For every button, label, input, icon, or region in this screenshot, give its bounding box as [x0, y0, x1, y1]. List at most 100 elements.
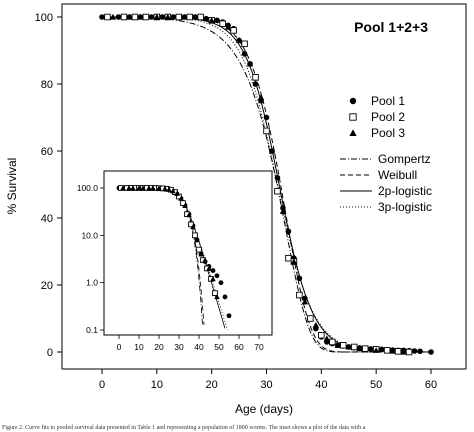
main-axes: 010203040506070020406080100: [35, 12, 437, 391]
data-point-pool-3: [372, 347, 380, 353]
inset-y-tick-label: 100.0: [77, 183, 99, 193]
data-point-pool-1: [214, 17, 220, 24]
data-point-pool-1: [285, 228, 292, 235]
inset-point-pool-3: [174, 190, 180, 196]
inset-x-tick-label: 50: [214, 342, 224, 352]
data-point-pool-1: [115, 14, 122, 20]
data-point-pool-2: [197, 13, 204, 21]
data-point-pool-1: [170, 14, 177, 20]
data-point-pool-3: [323, 335, 331, 342]
data-point-pool-1: [252, 81, 259, 87]
inset-point-pool-1: [214, 273, 220, 279]
data-point-pool-3: [126, 13, 133, 20]
inset-point-pool-3: [186, 212, 192, 218]
data-point-pool-1: [411, 348, 418, 354]
data-point-pool-2: [241, 40, 248, 48]
data-point-pool-1: [148, 14, 155, 20]
legend-label: 3p-logistic: [378, 200, 432, 214]
data-point-pool-1: [302, 295, 308, 302]
inset-point-pool-1: [222, 294, 228, 300]
chart-title: Pool 1+2+3: [354, 19, 428, 35]
data-point-pool-1: [241, 51, 248, 57]
data-point-pool-2: [252, 74, 259, 81]
legend-label: Pool 1: [371, 94, 405, 108]
data-point-pool-1: [428, 349, 434, 355]
data-point-pool-2: [142, 13, 150, 21]
inset-x-tick-label: 70: [254, 342, 264, 352]
y-tick-label: 0: [47, 347, 53, 359]
x-tick-label: 10: [151, 379, 163, 391]
inset-x-tick-label: 10: [134, 342, 144, 352]
inset-point-pool-2: [196, 246, 202, 253]
data-point-pool-2: [285, 254, 292, 262]
inset-point-pool-2: [212, 290, 218, 297]
inset-x-tick-label: 30: [174, 342, 184, 352]
inset-point-pool-3: [194, 237, 200, 243]
data-point-pool-2: [120, 13, 128, 21]
data-point-pool-2: [307, 315, 314, 322]
inset-point-pool-3: [198, 251, 204, 257]
legend: Pool 1 Pool 2 Pool 3 Gompertz Weibull 2p-logi…: [340, 94, 432, 214]
figure-caption: Figure 2. Curve fits to pooled survival …: [2, 425, 366, 431]
legend-label: Gompertz: [378, 152, 431, 166]
x-tick-label: 0: [99, 379, 105, 391]
inset-point-pool-2: [188, 221, 194, 228]
inset-x-tick-label: 20: [154, 342, 164, 352]
y-tick-label: 100: [35, 12, 53, 24]
data-point-pool-2: [131, 13, 139, 21]
x-tick-label: 20: [206, 379, 218, 391]
data-point-pool-3: [345, 343, 352, 350]
inset-point-pool-3: [120, 185, 126, 191]
inset-point-pool-3: [214, 294, 220, 300]
x-tick-label: 40: [315, 379, 327, 391]
data-point-pool-2: [230, 27, 237, 34]
x-tick-label: 60: [425, 379, 437, 391]
data-point-pool-1: [159, 14, 166, 20]
inset-point-pool-3: [166, 186, 172, 192]
data-point-pool-3: [164, 13, 172, 20]
legend-label: 2p-logistic: [378, 184, 432, 198]
inset-x-tick-label: 60: [234, 342, 244, 352]
data-point-pool-1: [203, 15, 209, 22]
data-point-pool-3: [268, 147, 276, 154]
legend-marker-pool-3: [349, 129, 357, 136]
inset-point-pool-3: [150, 185, 156, 191]
inset-point-pool-3: [210, 276, 216, 282]
data-point-pool-3: [356, 345, 363, 352]
inset-point-pool-3: [156, 185, 162, 191]
inset-point-pool-3: [202, 257, 208, 263]
data-point-pool-3: [290, 258, 298, 265]
data-point-pool-2: [318, 332, 325, 339]
data-point-pool-3: [400, 348, 407, 355]
x-axis-label: Age (days): [235, 402, 293, 416]
data-point-pool-3: [301, 298, 309, 305]
data-point-pool-1: [280, 205, 286, 211]
data-point-pool-2: [263, 127, 270, 135]
data-point-pool-3: [312, 321, 320, 328]
inset-point-pool-3: [136, 185, 142, 191]
inset-point-pool-3: [130, 185, 136, 191]
data-point-pool-2: [274, 187, 281, 195]
inset-axes: 0 10 20 30 40 50 60 70 0.1 1.0 10.0 100.0: [77, 183, 264, 352]
inset-point-pool-3: [146, 185, 152, 191]
legend-marker-pool-2: [349, 113, 357, 121]
data-point-pool-3: [191, 13, 199, 20]
data-point-pool-3: [137, 13, 144, 20]
data-point-pool-3: [153, 13, 161, 20]
data-point-pool-3: [181, 13, 188, 20]
inset-y-tick-label: 1.0: [86, 278, 98, 288]
data-point-pool-2: [394, 348, 402, 355]
data-point-pool-2: [104, 13, 111, 21]
y-tick-label: 80: [41, 79, 53, 91]
data-point-pool-3: [224, 23, 232, 30]
legend-label: Pool 3: [371, 126, 405, 140]
inset-point-pool-3: [206, 265, 212, 271]
inset-point-pool-3: [190, 224, 196, 230]
main-plot-frame: [61, 3, 467, 370]
data-point-pool-2: [340, 342, 347, 349]
y-axis-label: % Survival: [5, 158, 19, 215]
data-point-pool-1: [263, 114, 270, 121]
y-tick-label: 20: [41, 280, 53, 292]
